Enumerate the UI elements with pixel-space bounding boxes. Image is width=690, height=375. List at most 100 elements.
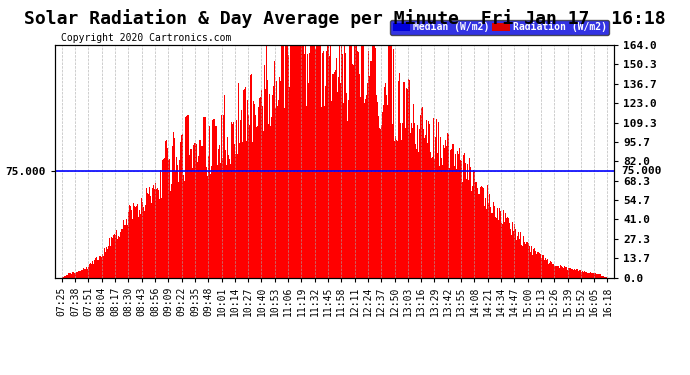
Bar [266,80,268,278]
Bar [386,105,388,278]
Bar [535,251,536,278]
Bar [355,45,357,278]
Bar [179,160,181,278]
Bar [132,219,133,278]
Bar [548,264,549,278]
Bar [592,273,593,278]
Bar [71,274,72,278]
Bar [500,211,501,278]
Bar [306,54,308,278]
Bar [144,211,146,278]
Bar [576,270,577,278]
Bar [331,101,332,278]
Bar [595,273,596,278]
Bar [565,267,566,278]
Bar [474,171,475,278]
Bar [516,240,517,278]
Bar [483,188,484,278]
Bar [599,274,600,278]
Bar [228,159,230,278]
Bar [541,258,542,278]
Bar [333,74,334,278]
Bar [375,95,377,278]
Bar [380,129,381,278]
Bar [95,258,97,278]
Bar [381,125,382,278]
Bar [545,258,546,278]
Bar [405,128,406,278]
Bar [434,159,435,278]
Bar [351,45,352,278]
Bar [91,264,92,278]
Bar [201,146,203,278]
Bar [475,183,476,278]
Bar [335,58,337,278]
Bar [361,45,362,278]
Bar [328,56,330,278]
Bar [290,45,292,278]
Bar [241,142,243,278]
Bar [507,217,508,278]
Bar [310,45,312,278]
Bar [319,45,321,278]
Bar [99,256,101,278]
Bar [556,266,557,278]
Bar [100,256,101,278]
Bar [602,276,603,278]
Bar [508,218,509,278]
Bar [63,277,64,278]
Bar [284,45,286,278]
Bar [286,46,288,278]
Bar [175,171,177,278]
Bar [119,237,121,278]
Bar [554,266,555,278]
Bar [521,245,522,278]
Bar [532,255,533,278]
Bar [250,74,252,278]
Bar [453,144,454,278]
Bar [555,267,556,278]
Bar [482,187,483,278]
Bar [578,271,579,278]
Bar [544,260,545,278]
Bar [593,273,594,278]
Bar [235,120,237,278]
Bar [282,45,283,278]
Bar [487,185,488,278]
Bar [133,203,135,278]
Bar [422,107,423,278]
Bar [212,120,213,278]
Bar [591,273,592,278]
Bar [137,204,139,278]
Bar [526,242,527,278]
Bar [253,104,255,278]
Bar [244,87,246,278]
Bar [456,169,457,278]
Bar [341,45,342,278]
Bar [324,86,326,278]
Bar [173,132,175,278]
Bar [161,198,162,278]
Bar [131,210,132,278]
Bar [294,45,295,278]
Bar [111,237,112,278]
Bar [317,45,319,278]
Bar [574,269,575,278]
Bar [423,129,424,278]
Bar [315,45,317,278]
Bar [213,118,215,278]
Bar [546,260,547,278]
Bar [391,45,392,278]
Bar [529,246,530,278]
Bar [371,62,372,278]
Bar [435,137,436,278]
Bar [442,165,443,278]
Bar [523,236,524,278]
Bar [542,255,543,278]
Bar [82,270,83,278]
Bar [569,268,570,278]
Bar [151,203,152,278]
Bar [363,45,364,278]
Bar [589,273,590,278]
Bar [232,124,233,278]
